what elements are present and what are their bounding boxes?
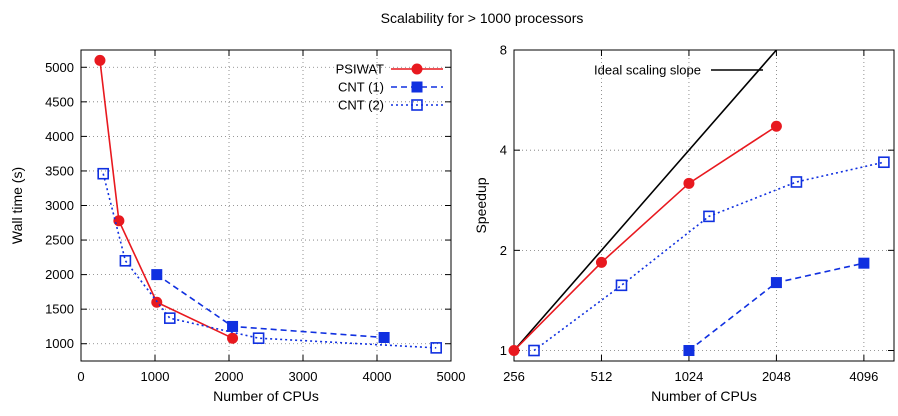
legend-label: PSIWAT — [336, 62, 384, 77]
data-point — [683, 345, 695, 357]
x-axis-title: Number of CPUs — [213, 388, 319, 404]
series-line — [513, 125, 777, 352]
data-point — [595, 256, 607, 268]
data-point — [770, 277, 782, 289]
data-point — [878, 156, 890, 169]
x-tick-label: 256 — [503, 369, 525, 384]
data-point — [528, 344, 540, 357]
data-point — [94, 54, 106, 66]
series-line — [156, 273, 385, 339]
y-tick-label: 2 — [500, 243, 507, 258]
x-axis-title: Number of CPUs — [651, 388, 757, 404]
x-tick-label: 1024 — [674, 369, 703, 384]
x-tick-label: 5000 — [437, 369, 466, 384]
x-tick-label: 1000 — [141, 369, 170, 384]
data-point — [227, 332, 239, 344]
series-line — [99, 60, 233, 339]
data-point — [252, 332, 265, 344]
data-point — [508, 345, 520, 357]
y-tick-label: 1000 — [45, 336, 74, 351]
plot-frame — [513, 49, 895, 362]
y-tick-label: 1500 — [45, 302, 74, 317]
x-tick-label: 0 — [77, 369, 84, 384]
series-cnt-1- — [151, 269, 390, 344]
y-tick-label: 2000 — [45, 267, 74, 282]
series-line — [513, 49, 778, 352]
series-ideal-scaling-slope — [513, 49, 778, 352]
figure-title: Scalability for > 1000 processors — [381, 10, 584, 26]
data-point — [119, 254, 132, 267]
x-tick-label: 4000 — [363, 369, 392, 384]
series-line — [533, 161, 885, 352]
data-point — [615, 279, 628, 292]
data-point — [858, 257, 870, 269]
series-2 — [528, 156, 890, 357]
x-tick-label: 3000 — [289, 369, 318, 384]
data-point — [164, 312, 176, 324]
data-point — [683, 177, 695, 189]
y-tick-label: 3500 — [45, 163, 74, 178]
x-tick-label: 2000 — [215, 369, 244, 384]
data-point — [790, 176, 803, 188]
x-tick-label: 512 — [591, 369, 613, 384]
y-tick-label: 3000 — [45, 198, 74, 213]
data-point — [430, 342, 443, 354]
data-point — [227, 320, 239, 332]
y-tick-label: 4500 — [45, 94, 74, 109]
speedup-chart: 256 512 1024 2048 4096 1 2 4 8 Number of CPUs Spee… — [473, 43, 895, 404]
legend-label: CNT (2) — [338, 98, 384, 113]
legend-swatch-marker — [411, 63, 423, 75]
data-point — [378, 332, 390, 344]
legend-swatch-marker — [411, 99, 423, 111]
y-tick-label: 8 — [500, 43, 507, 58]
x-tick-label: 2048 — [762, 369, 791, 384]
series-1 — [508, 120, 782, 357]
data-point — [151, 269, 163, 281]
legend-swatch-marker — [411, 81, 423, 93]
series-line — [102, 173, 437, 349]
series-psiwat — [94, 54, 239, 344]
data-point — [97, 167, 109, 180]
y-tick-label: 2500 — [45, 233, 74, 248]
data-point — [703, 210, 715, 223]
y-tick-label: 4000 — [45, 129, 74, 144]
series-cnt-2- — [97, 167, 443, 354]
data-point — [770, 120, 782, 132]
legend: PSIWAT CNT (1) CNT (2) — [336, 62, 443, 113]
y-axis-title: Wall time (s) — [9, 167, 25, 244]
y-tick-label: 1 — [500, 343, 507, 358]
y-axis-title: Speedup — [473, 177, 489, 233]
legend-label: CNT (1) — [338, 80, 384, 95]
y-tick-label: 4 — [500, 143, 507, 158]
legend: Ideal scaling slope — [594, 63, 763, 78]
series-3 — [683, 257, 870, 357]
legend-label: Ideal scaling slope — [594, 63, 701, 78]
x-tick-label: 4096 — [849, 369, 878, 384]
y-tick-label: 5000 — [45, 60, 74, 75]
wall-time-chart: 0 1000 2000 3000 4000 5000 1000 1500 2000 2500 300… — [9, 49, 466, 404]
data-point — [113, 215, 125, 227]
